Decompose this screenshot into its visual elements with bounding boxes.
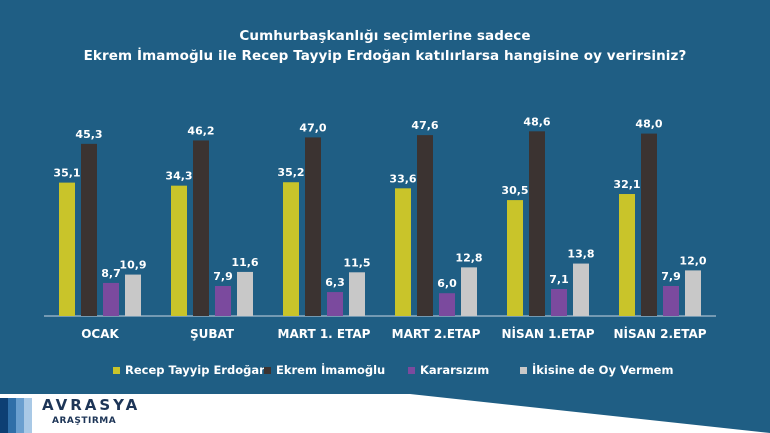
bar-1-3 (237, 271, 253, 316)
data-label-3-3: 12,8 (455, 251, 482, 264)
avrasya-logo: AVRASYA ARAŞTIRMA (0, 394, 140, 433)
bar-2-0 (283, 182, 299, 316)
data-label-1-3: 11,6 (231, 256, 258, 269)
data-label-1-0: 34,3 (165, 170, 192, 183)
data-label-1-1: 46,2 (187, 124, 214, 137)
data-label-1-2: 7,9 (213, 270, 233, 283)
bar-5-1 (641, 133, 657, 316)
bar-4-2 (551, 289, 567, 316)
bar-4-3 (573, 263, 589, 316)
data-label-4-2: 7,1 (549, 273, 569, 286)
bar-5-2 (663, 285, 679, 316)
bar-2-1 (305, 137, 321, 316)
data-label-5-3: 12,0 (679, 254, 706, 267)
bar-1-1 (193, 140, 209, 316)
data-label-3-2: 6,0 (437, 277, 457, 290)
chart-title-line-2: Ekrem İmamoğlu ile Recep Tayyip Erdoğan … (83, 48, 687, 64)
bar-0-2 (103, 282, 119, 316)
brand-subtitle: ARAŞTIRMA (52, 416, 117, 426)
bar-3-1 (417, 135, 433, 316)
bar-1-0 (171, 185, 187, 316)
legend-swatch-1 (264, 367, 271, 374)
chart-title-line-1: Cumhurbaşkanlığı seçimlerine sadece (239, 28, 531, 44)
category-label-1: ŞUBAT (190, 327, 235, 341)
data-label-0-1: 45,3 (75, 128, 102, 141)
data-label-5-0: 32,1 (613, 178, 640, 191)
bar-2-3 (349, 272, 365, 316)
bar-0-3 (125, 274, 141, 316)
data-label-0-3: 10,9 (119, 259, 146, 272)
data-label-0-2: 8,7 (101, 267, 121, 280)
category-label-5: NİSAN 2.ETAP (613, 326, 706, 341)
data-label-4-1: 48,6 (523, 115, 550, 128)
category-label-2: MART 1. ETAP (278, 327, 371, 341)
legend-label-2: Kararsızım (420, 363, 489, 377)
category-label-3: MART 2.ETAP (392, 327, 481, 341)
footer: AVRASYA ARAŞTIRMA (0, 394, 770, 433)
data-label-2-1: 47,0 (299, 121, 326, 134)
category-label-0: OCAK (81, 327, 119, 341)
bar-4-1 (529, 131, 545, 316)
footer-background (0, 394, 770, 433)
brand-name: AVRASYA (42, 396, 141, 414)
data-label-3-1: 47,6 (411, 119, 438, 132)
data-label-2-2: 6,3 (325, 276, 345, 289)
data-label-5-2: 7,9 (661, 270, 681, 283)
data-label-4-0: 30,5 (501, 184, 528, 197)
legend-swatch-3 (520, 367, 527, 374)
legend-label-1: Ekrem İmamoğlu (276, 362, 385, 377)
data-label-2-3: 11,5 (343, 256, 370, 269)
category-label-4: NİSAN 1.ETAP (501, 326, 594, 341)
data-label-3-0: 33,6 (389, 172, 416, 185)
bar-2-2 (327, 292, 343, 316)
bar-chart: 35,145,38,710,9OCAK34,346,27,911,6ŞUBAT3… (44, 115, 716, 377)
legend-swatch-2 (408, 367, 415, 374)
legend-swatch-0 (113, 367, 120, 374)
data-label-0-0: 35,1 (53, 167, 80, 180)
bar-3-2 (439, 293, 455, 316)
bar-3-3 (461, 267, 477, 316)
bar-5-0 (619, 194, 635, 316)
legend-label-3: İkisine de Oy Vermem (532, 362, 673, 377)
data-label-5-1: 48,0 (635, 118, 662, 131)
legend-label-0: Recep Tayyip Erdoğan (125, 363, 267, 377)
bar-3-0 (395, 188, 411, 316)
bar-0-1 (81, 143, 97, 316)
bar-4-0 (507, 200, 523, 316)
data-label-4-3: 13,8 (567, 248, 594, 261)
bar-0-0 (59, 182, 75, 316)
data-label-2-0: 35,2 (277, 166, 304, 179)
bar-5-3 (685, 270, 701, 316)
bar-1-2 (215, 285, 231, 316)
